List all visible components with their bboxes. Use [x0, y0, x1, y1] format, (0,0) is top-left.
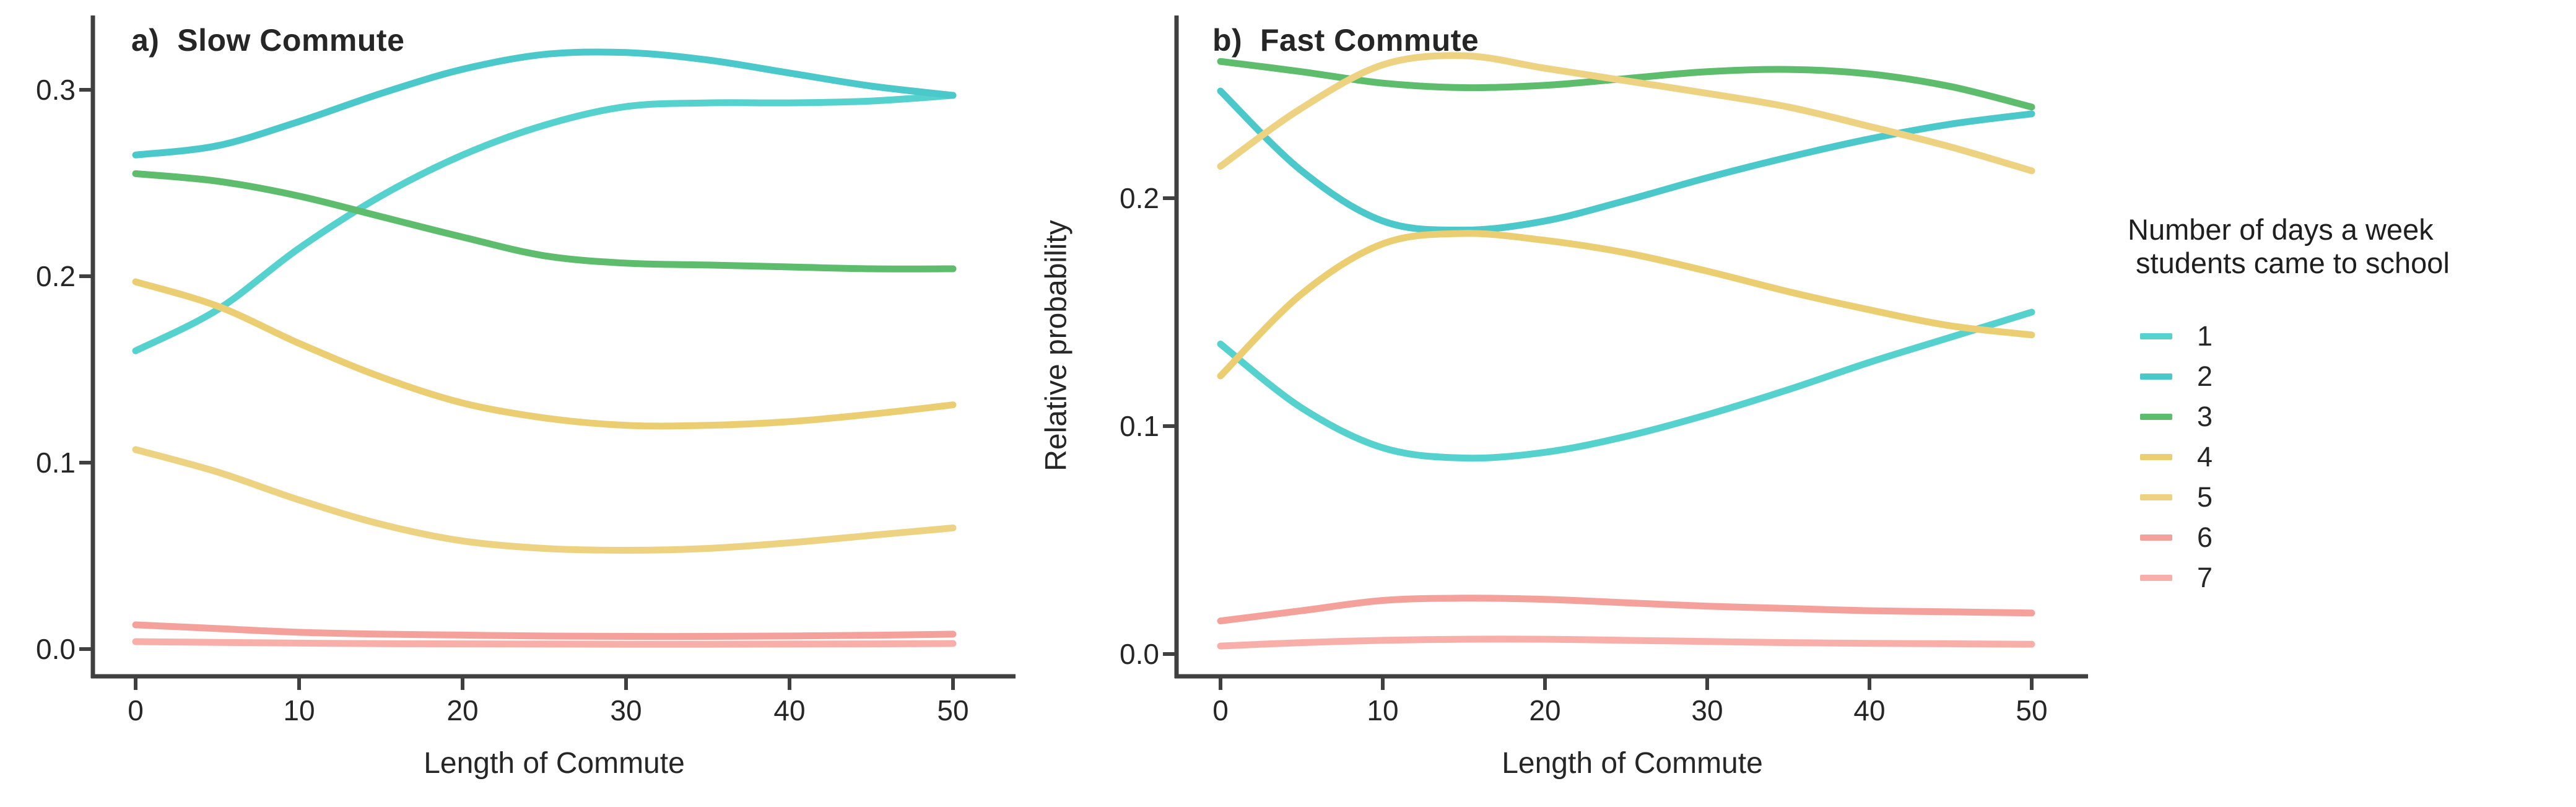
legend-item-label-4: 4 — [2197, 441, 2213, 473]
legend-key-6-line — [2140, 534, 2172, 541]
panel-a-series-4-line — [132, 278, 957, 430]
panel-a-series-7-line — [132, 638, 957, 648]
panel-b-series-6-line — [1217, 595, 2035, 625]
panel-a-y-tick-label-0.0: 0.0 — [36, 633, 76, 665]
panel-a-series-6-line — [132, 621, 957, 640]
legend-item-label-3: 3 — [2197, 401, 2213, 432]
legend-key-7-line — [2140, 575, 2172, 581]
legend-title-line2: students came to school — [2128, 246, 2450, 279]
panel-b-x-tick-label-0: 0 — [1212, 694, 1229, 726]
panel-b-x-axis-title: Length of Commute — [1502, 747, 1763, 780]
panel-b-series-1-line — [1217, 308, 2035, 462]
panel-a-y-tick-label-0.2: 0.2 — [36, 260, 76, 292]
panel-a-x-tick-label-0: 0 — [128, 694, 144, 726]
panel-a-x-tick-label-10: 10 — [283, 694, 315, 726]
panel-a-y-tick-label-0.3: 0.3 — [36, 74, 76, 106]
legend-item-label-6: 6 — [2197, 521, 2213, 553]
panel-b-y-tick-label-0.1: 0.1 — [1120, 410, 1159, 442]
panel-b-series-5-line — [1217, 52, 2035, 175]
panel-a-x-tick-label-20: 20 — [446, 694, 479, 726]
y-axis-title: Relative probability — [1040, 220, 1073, 471]
legend-key-4-line — [2140, 454, 2172, 460]
legend-key-1-line — [2140, 333, 2172, 339]
legend-key-3-line — [2140, 414, 2172, 420]
panel-a-series-3-line — [132, 170, 957, 273]
panel-b-series-4-line — [1217, 230, 2035, 380]
panel-b-y-tick-label-0.0: 0.0 — [1120, 638, 1159, 670]
panel-a-series-5-line — [132, 446, 957, 554]
panel-b-series-2-line — [1217, 87, 2035, 234]
legend-item-label-2: 2 — [2197, 360, 2213, 392]
panel-b-x-tick-label-10: 10 — [1367, 694, 1399, 726]
panel-a-title: a) Slow Commute — [131, 23, 405, 58]
panel-a-x-axis-title: Length of Commute — [424, 747, 685, 780]
panel-b-x-tick-label-50: 50 — [2016, 694, 2048, 726]
panel-b-series-7-line — [1217, 635, 2035, 650]
legend-title-line1: Number of days a week — [2128, 213, 2434, 246]
panel-b-x-tick-label-40: 40 — [1853, 694, 1886, 726]
panel-a-x-tick-label-30: 30 — [610, 694, 642, 726]
legend-title: Number of days a week students came to s… — [2128, 213, 2450, 280]
legend-item-label-1: 1 — [2197, 320, 2213, 352]
panel-a-y-tick-label-0.1: 0.1 — [36, 447, 76, 479]
panel-b-x-tick-label-30: 30 — [1691, 694, 1723, 726]
panel-b-title: b) Fast Commute — [1212, 23, 1479, 58]
panel-a-series-1-line — [132, 92, 957, 354]
panel-b-y-tick-label-0.2: 0.2 — [1120, 182, 1159, 214]
panel-a-x-tick-label-40: 40 — [773, 694, 806, 726]
legend-item-label-7: 7 — [2197, 562, 2213, 593]
legend-item-label-5: 5 — [2197, 481, 2213, 513]
panel-a-x-tick-label-50: 50 — [937, 694, 969, 726]
panel-a-series-2-line — [132, 48, 957, 159]
panel-b-x-tick-label-20: 20 — [1529, 694, 1561, 726]
legend-key-2-line — [2140, 373, 2172, 380]
legend-key-5-line — [2140, 494, 2172, 500]
